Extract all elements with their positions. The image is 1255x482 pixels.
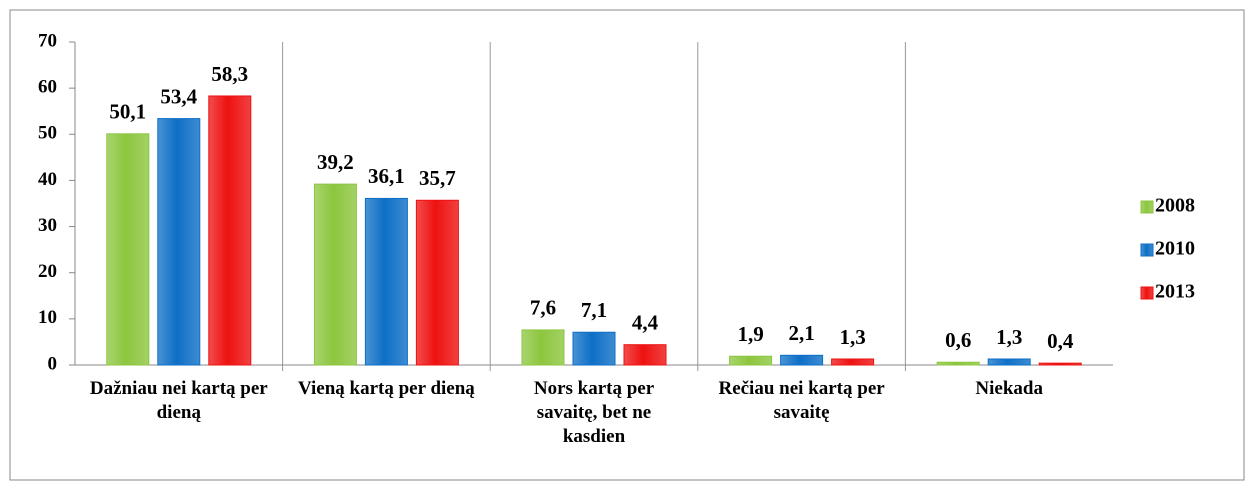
- data-label: 7,1: [581, 298, 607, 322]
- data-label: 36,1: [368, 164, 405, 188]
- legend-label: 2010: [1155, 238, 1195, 260]
- data-label: 35,7: [419, 166, 456, 190]
- y-tick-label: 60: [38, 77, 57, 98]
- bar: [729, 355, 773, 366]
- bar: [572, 331, 616, 366]
- data-label: 4,4: [632, 311, 659, 335]
- data-label: 1,9: [737, 322, 763, 346]
- bar: [364, 197, 408, 366]
- data-label: 0,4: [1047, 329, 1074, 353]
- data-label: 50,1: [109, 100, 146, 124]
- bar: [936, 361, 980, 366]
- bar: [208, 95, 252, 366]
- data-label: 58,3: [211, 62, 248, 86]
- data-label: 53,4: [160, 84, 197, 108]
- chart-frame: [9, 9, 1245, 481]
- bar: [521, 329, 565, 366]
- y-tick-label: 20: [38, 261, 57, 282]
- bar: [780, 354, 824, 366]
- data-label: 7,6: [530, 296, 556, 320]
- legend-swatch: [1140, 243, 1154, 257]
- y-tick-label: 70: [38, 30, 57, 51]
- y-tick-label: 0: [48, 353, 58, 374]
- bar: [415, 199, 459, 366]
- legend-label: 2013: [1155, 281, 1195, 303]
- bar: [106, 133, 150, 366]
- x-tick-label: Niekada: [975, 378, 1043, 399]
- legend-label: 2008: [1155, 195, 1195, 217]
- data-label: 1,3: [839, 325, 865, 349]
- bar: [1038, 362, 1082, 366]
- x-tick-label: Vieną kartą per dieną: [297, 378, 475, 399]
- data-label: 1,3: [996, 325, 1022, 349]
- x-tick-label: Rečiau nei kartą per savaitę: [718, 378, 885, 423]
- bar: [623, 344, 667, 366]
- data-label: 2,1: [788, 321, 814, 345]
- bar: [313, 183, 357, 366]
- y-tick-label: 10: [38, 307, 57, 328]
- bar: [831, 358, 875, 366]
- legend-swatch: [1140, 200, 1154, 214]
- data-label: 39,2: [317, 150, 354, 174]
- bar: [987, 358, 1031, 366]
- y-tick-label: 50: [38, 123, 57, 144]
- y-tick-label: 30: [38, 215, 57, 236]
- bar: [157, 118, 201, 366]
- x-tick-label: Nors kartą per savaitę, bet ne kasdien: [533, 378, 655, 447]
- data-label: 0,6: [945, 328, 971, 352]
- legend-swatch: [1140, 286, 1154, 300]
- y-tick-label: 40: [38, 169, 57, 190]
- x-tick-label: Dažniau nei kartą per dieną: [89, 378, 268, 423]
